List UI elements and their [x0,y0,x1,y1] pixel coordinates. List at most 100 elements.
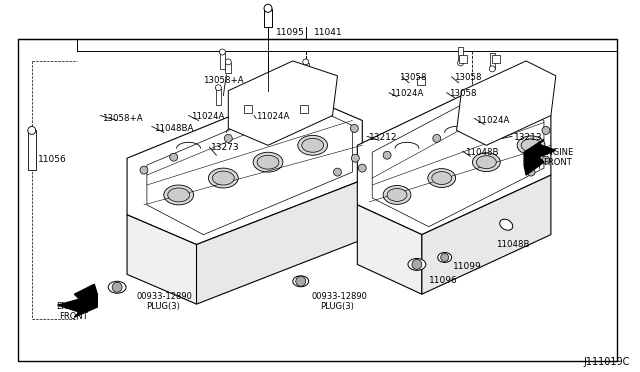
Ellipse shape [387,189,407,201]
Circle shape [433,134,441,142]
Polygon shape [456,61,556,145]
Circle shape [216,85,221,91]
Text: PLUG(3): PLUG(3) [321,302,355,311]
Circle shape [412,259,422,269]
Text: FRONT: FRONT [60,312,88,321]
Text: 00933-12890: 00933-12890 [137,292,193,301]
Text: 11099: 11099 [452,262,481,272]
Circle shape [542,126,550,134]
Polygon shape [127,215,196,304]
Ellipse shape [168,188,189,202]
Circle shape [170,153,178,161]
Ellipse shape [476,156,496,169]
Text: 13058+A: 13058+A [102,113,143,122]
Bar [303,63,308,73]
Polygon shape [127,91,362,244]
Circle shape [220,49,225,55]
Polygon shape [196,180,362,304]
Circle shape [350,125,358,132]
Polygon shape [58,284,97,317]
Ellipse shape [472,153,500,171]
Bar [220,53,225,69]
Text: 11041: 11041 [314,28,342,37]
Circle shape [458,60,463,66]
Circle shape [274,116,282,125]
Bar [492,55,500,63]
Text: FRONT: FRONT [543,158,572,167]
Bar [225,63,231,73]
Polygon shape [524,140,556,175]
Circle shape [483,116,490,125]
Bar [300,105,308,113]
Text: 13058: 13058 [449,89,476,98]
Text: 11024A: 11024A [476,116,510,125]
Text: 11024A: 11024A [191,112,224,121]
Ellipse shape [408,259,426,270]
Bar [459,55,467,63]
Circle shape [358,164,366,172]
Ellipse shape [500,219,513,230]
Text: 11056: 11056 [38,155,67,164]
Text: 11048B: 11048B [496,240,530,248]
Text: 13058+A: 13058+A [204,76,244,85]
Ellipse shape [108,281,126,293]
Bar [458,47,463,63]
Circle shape [383,151,391,159]
Polygon shape [357,84,551,235]
Polygon shape [357,205,422,294]
Ellipse shape [212,171,234,185]
Text: 13273: 13273 [211,143,240,152]
Ellipse shape [301,138,324,152]
Bar [216,89,221,105]
Circle shape [296,276,306,286]
Ellipse shape [383,186,411,204]
Ellipse shape [209,168,238,188]
Text: J111019C: J111019C [584,357,630,367]
Circle shape [527,168,535,176]
Circle shape [303,59,308,65]
Ellipse shape [432,171,452,185]
Ellipse shape [257,155,279,169]
Circle shape [324,105,332,113]
Ellipse shape [428,169,456,187]
Text: 11024A: 11024A [390,89,424,98]
Ellipse shape [298,135,328,155]
Ellipse shape [521,139,541,152]
Circle shape [490,66,495,72]
Text: 13058: 13058 [399,73,426,82]
Polygon shape [228,61,337,145]
Circle shape [441,253,449,262]
Text: ENGINE: ENGINE [541,148,573,157]
Circle shape [351,154,359,162]
Ellipse shape [164,185,193,205]
Bar [264,9,272,27]
Text: 11048BA: 11048BA [154,125,193,134]
Circle shape [225,59,231,65]
Bar [244,105,252,113]
Circle shape [112,282,122,292]
Text: ENGINE: ENGINE [56,302,89,311]
Circle shape [140,166,148,174]
Circle shape [264,4,272,12]
Circle shape [542,156,550,164]
Text: 00933-12890: 00933-12890 [312,292,367,301]
Text: 13212: 13212 [369,134,397,142]
Circle shape [333,168,342,176]
Bar [490,53,495,69]
Polygon shape [422,175,551,294]
Circle shape [225,134,232,142]
Ellipse shape [253,152,283,172]
Bar [417,77,425,85]
Bar [18,39,618,361]
Text: 11095: 11095 [276,28,305,37]
Ellipse shape [293,276,308,287]
Text: PLUG(3): PLUG(3) [146,302,180,311]
Text: 11048B: 11048B [465,148,498,157]
Text: 11024A: 11024A [256,112,289,121]
Text: 13213: 13213 [514,134,543,142]
Bar [28,131,36,170]
Ellipse shape [517,136,545,155]
Circle shape [530,105,538,113]
Ellipse shape [438,253,452,262]
Circle shape [28,126,36,134]
